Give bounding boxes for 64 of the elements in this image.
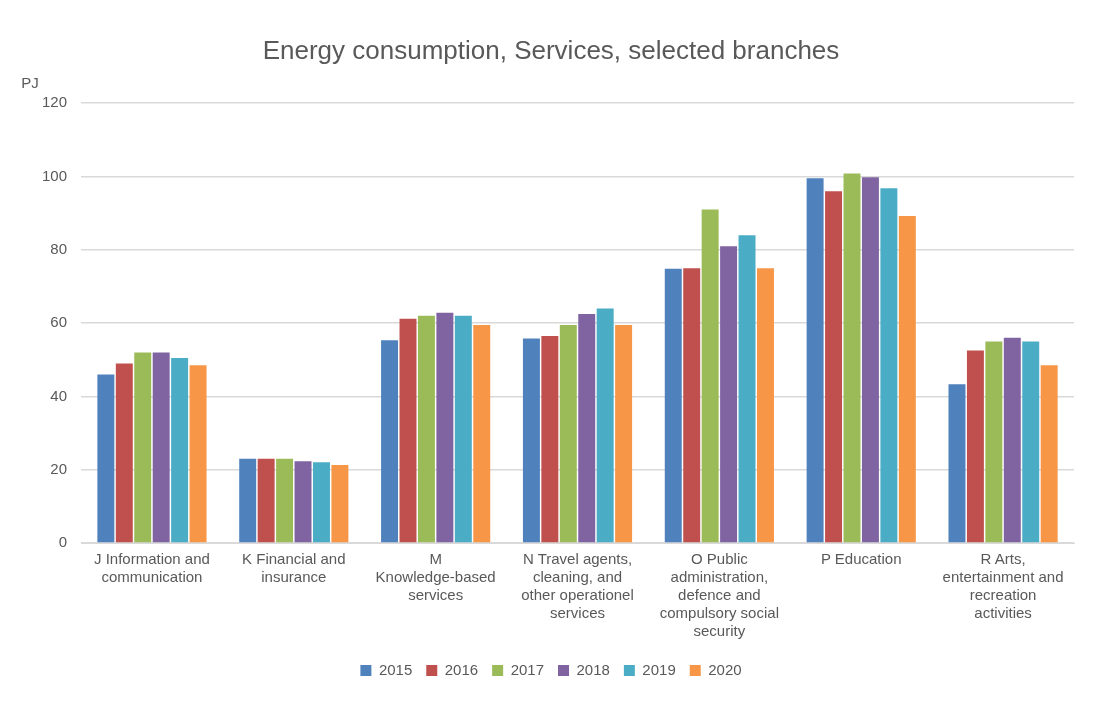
y-tick-label: 40	[50, 386, 68, 404]
bar	[880, 188, 898, 543]
y-tick-label: 20	[50, 459, 68, 477]
bar	[294, 461, 312, 543]
bar	[239, 458, 257, 543]
bar	[559, 324, 577, 543]
bar	[701, 209, 719, 543]
y-axis-title: PJ	[21, 73, 39, 91]
y-tick-label: 100	[42, 166, 68, 184]
bar	[115, 363, 133, 543]
x-tick-label: R Arts, entertainment and recreation activities	[942, 550, 1064, 622]
bar	[381, 340, 399, 543]
bar	[522, 338, 540, 543]
bar	[578, 313, 596, 543]
bar	[97, 374, 115, 543]
x-tick-label: O Public administration, defence and compulsory social security	[659, 550, 779, 640]
bar	[843, 173, 861, 543]
x-tick-label: M Knowledge-based services	[375, 550, 496, 604]
legend-label: 2017	[510, 660, 545, 678]
bar	[312, 462, 330, 543]
legend-label: 2015	[378, 660, 413, 678]
bar	[966, 350, 984, 543]
x-tick-label: N Travel agents, cleaning, and other operationel services	[521, 550, 634, 622]
y-tick-label: 0	[58, 533, 68, 551]
bar	[1040, 365, 1058, 543]
bar	[615, 324, 633, 543]
bar	[720, 246, 738, 543]
bar	[257, 458, 275, 543]
bar	[541, 335, 559, 543]
x-tick-label: K Financial and insurance	[242, 550, 346, 586]
bar	[152, 352, 170, 543]
bar	[473, 324, 491, 543]
x-tick-label: P Education	[820, 550, 902, 568]
legend-label: 2020	[708, 660, 742, 678]
bar	[417, 315, 435, 543]
bar	[756, 268, 774, 543]
y-tick-label: 60	[50, 313, 68, 331]
legend-label: 2016	[444, 660, 479, 678]
legend-label: 2019	[642, 660, 676, 678]
bar	[948, 384, 966, 543]
bar	[171, 357, 189, 543]
bar	[683, 268, 701, 543]
bar	[436, 312, 454, 543]
bar	[664, 268, 682, 543]
bar	[596, 308, 614, 543]
y-tick-label: 80	[50, 239, 68, 257]
bar	[1022, 341, 1040, 543]
bar	[738, 235, 756, 543]
y-tick-label: 120	[42, 93, 68, 111]
bar	[189, 365, 207, 543]
bar	[985, 341, 1003, 543]
bar	[825, 191, 843, 543]
bar	[454, 315, 472, 543]
bar	[399, 318, 417, 543]
bar	[861, 177, 879, 543]
bar	[1003, 337, 1021, 543]
bar	[276, 458, 294, 543]
bar	[331, 464, 349, 543]
bar	[806, 178, 824, 543]
legend-label: 2018	[576, 660, 610, 678]
bar	[134, 352, 152, 543]
chart-title: Energy consumption, Services, selected branches	[262, 34, 840, 65]
bar	[898, 216, 916, 543]
x-tick-label: J Information and communication	[94, 550, 210, 586]
